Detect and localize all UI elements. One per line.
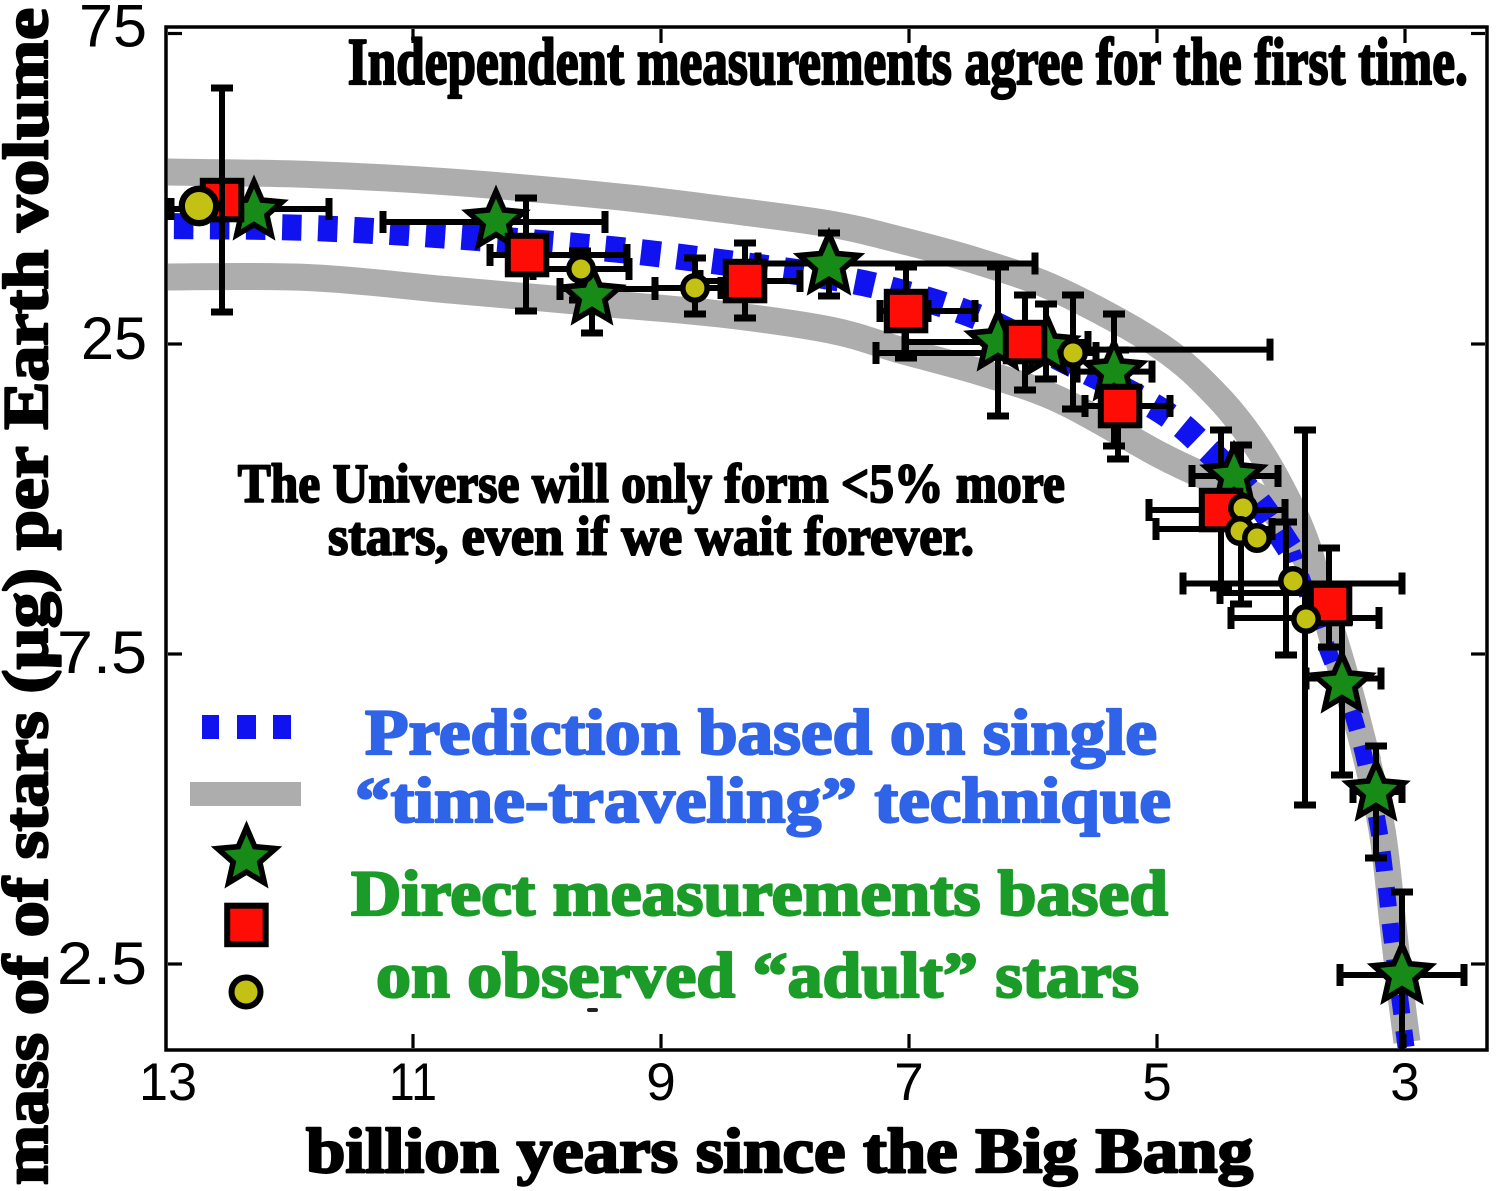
svg-text:Independent measurements agree: Independent measurements agree for the f… xyxy=(348,25,1468,99)
svg-text:11: 11 xyxy=(389,1053,437,1112)
svg-text:The Universe will only form <5: The Universe will only form <5% more xyxy=(238,453,1065,514)
svg-text:mass of of stars (µg) per Eart: mass of of stars (µg) per Earth volume xyxy=(0,8,61,1185)
svg-text:Prediction based on single: Prediction based on single xyxy=(365,697,1157,769)
svg-text:7.5: 7.5 xyxy=(57,619,147,686)
svg-text:billion years since the Big Ba: billion years since the Big Bang xyxy=(306,1115,1253,1186)
svg-text:“time-traveling” technique: “time-traveling” technique xyxy=(355,765,1171,837)
svg-text:7: 7 xyxy=(894,1053,923,1112)
svg-text:75: 75 xyxy=(79,0,147,60)
svg-text:stars, even if we wait forever: stars, even if we wait forever. xyxy=(328,506,974,567)
svg-text:2.5: 2.5 xyxy=(57,930,147,997)
svg-text:5: 5 xyxy=(1142,1053,1171,1112)
svg-text:25: 25 xyxy=(81,305,147,372)
svg-text:on observed “adult” stars: on observed “adult” stars xyxy=(376,940,1139,1012)
svg-text:3: 3 xyxy=(1390,1053,1419,1112)
svg-text:Direct measurements based: Direct measurements based xyxy=(351,858,1168,930)
svg-text:13: 13 xyxy=(139,1053,197,1112)
svg-text:9: 9 xyxy=(646,1053,675,1112)
